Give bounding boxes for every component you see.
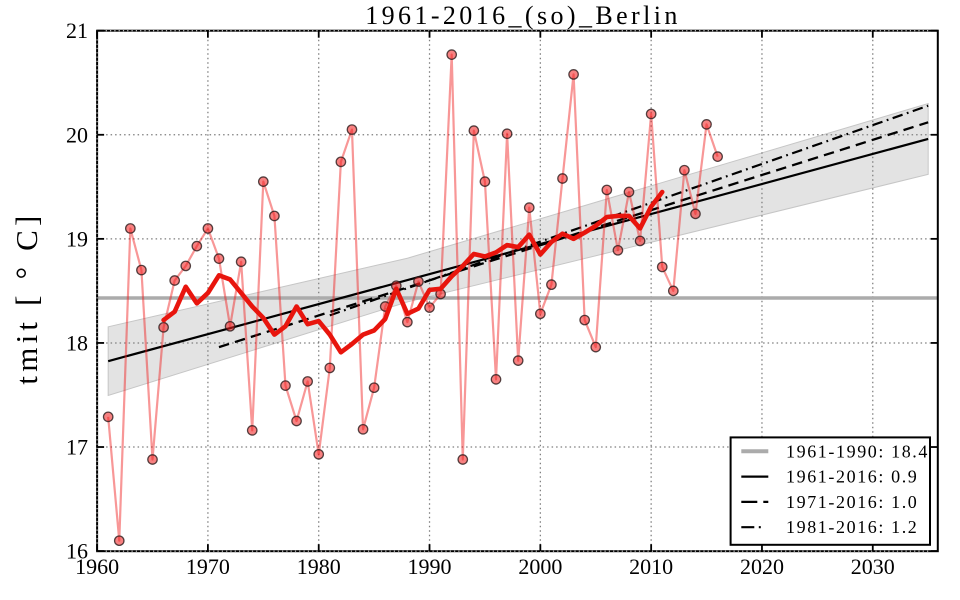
svg-text:1961-2016_(so)_Berlin: 1961-2016_(so)_Berlin bbox=[365, 1, 680, 30]
svg-text:tmit [ ° C]: tmit [ ° C] bbox=[9, 211, 44, 384]
svg-text:1960: 1960 bbox=[75, 554, 119, 579]
svg-text:21: 21 bbox=[66, 18, 88, 43]
svg-text:16: 16 bbox=[66, 539, 88, 564]
svg-text:2010: 2010 bbox=[629, 554, 673, 579]
svg-text:20: 20 bbox=[66, 122, 88, 147]
svg-text:1971-2016: 1.0: 1971-2016: 1.0 bbox=[786, 492, 918, 512]
svg-text:1961-2016: 0.9: 1961-2016: 0.9 bbox=[786, 467, 918, 487]
svg-text:2030: 2030 bbox=[851, 554, 895, 579]
svg-text:1990: 1990 bbox=[408, 554, 452, 579]
svg-text:2020: 2020 bbox=[740, 554, 784, 579]
svg-text:19: 19 bbox=[66, 226, 88, 251]
svg-text:1980: 1980 bbox=[297, 554, 341, 579]
svg-text:18: 18 bbox=[66, 330, 88, 355]
svg-text:17: 17 bbox=[66, 435, 88, 460]
svg-text:1970: 1970 bbox=[186, 554, 230, 579]
svg-text:2000: 2000 bbox=[518, 554, 562, 579]
svg-text:1981-2016: 1.2: 1981-2016: 1.2 bbox=[786, 517, 918, 537]
svg-text:1961-1990: 18.4: 1961-1990: 18.4 bbox=[786, 441, 929, 461]
